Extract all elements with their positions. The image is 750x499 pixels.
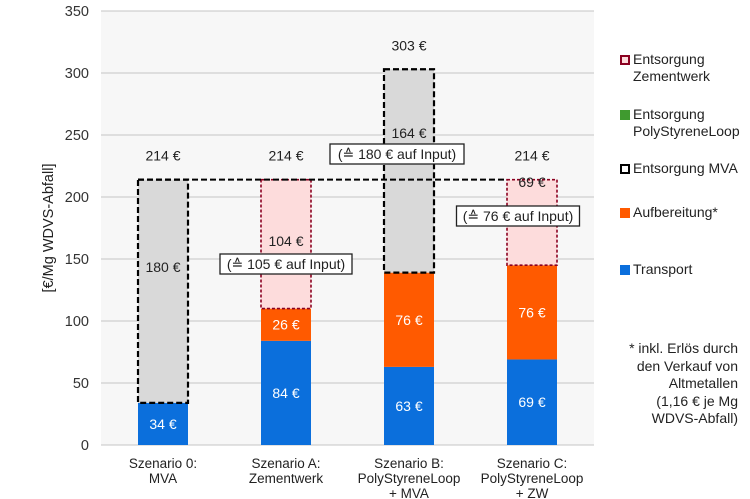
legend-label: Aufbereitung* [633, 204, 718, 220]
annotation-box [329, 143, 465, 165]
total-label: 214 € [268, 148, 303, 164]
bar-segment-aufbereitung [384, 272, 434, 367]
value-label: 69 € [518, 394, 545, 410]
x-tick-label: Szenario 0: [129, 456, 197, 471]
legend-item: Entsorgung PolyStyreneLoop [620, 106, 740, 140]
value-label: 34 € [149, 416, 176, 432]
bar-segment-transport [507, 359, 557, 445]
value-label: 164 € [391, 125, 426, 141]
bar-segment-entsorgung-mva [382, 68, 436, 274]
value-label: 26 € [272, 317, 299, 333]
y-tick-label: 150 [65, 252, 89, 268]
y-axis-label: [€/Mg WDVS-Abfall] [41, 164, 57, 293]
legend-label: Entsorgung PolyStyreneLoop [633, 106, 740, 139]
dashed-square-icon [620, 164, 630, 174]
x-tick-label: Szenario B: [374, 456, 444, 471]
legend-label: Entsorgung MVA [633, 160, 738, 176]
annotation-text: (≙ 180 € auf Input) [338, 146, 456, 162]
x-tick-label: PolyStyreneLoop [358, 471, 461, 486]
y-tick-label: 200 [65, 190, 89, 206]
footnote-line: Altmetallen [668, 375, 738, 391]
square-icon [620, 208, 630, 218]
footnote-line: * inkl. Erlös durch [629, 340, 738, 356]
y-axis-ticks: 0 50 100 150 200 250 300 350 [65, 4, 89, 454]
bar-segment-transport [384, 366, 434, 445]
bar-segment-aufbereitung [507, 265, 557, 360]
value-label: 84 € [272, 385, 299, 401]
x-axis-labels: Szenario 0:MVA Szenario A:Zementwerk Szena… [129, 456, 584, 499]
y-tick-label: 0 [81, 438, 89, 454]
square-icon [620, 265, 630, 275]
x-tick-label: + MVA [389, 486, 429, 499]
footnote-line: den Verkauf von [636, 357, 738, 374]
bar-segment-entsorgung-zementwerk [260, 178, 312, 310]
x-tick-label: + ZW [516, 486, 549, 499]
value-label: 63 € [395, 398, 422, 414]
total-label: 303 € [391, 37, 426, 53]
bar-segment-aufbereitung [261, 308, 311, 341]
y-tick-label: 50 [73, 376, 89, 392]
annotation-box [455, 205, 581, 227]
value-label: 180 € [145, 259, 180, 275]
bar-segment-transport [261, 340, 311, 445]
total-label: 214 € [514, 148, 549, 164]
y-tick-label: 100 [65, 314, 89, 330]
value-label: 76 € [395, 312, 422, 328]
legend-item: Transport [620, 261, 692, 278]
legend-label: Transport [633, 261, 693, 277]
legend-item: Aufbereitung* [620, 204, 718, 221]
annotation-text: (≙ 76 € auf Input) [463, 208, 574, 224]
bar-segment-entsorgung-mva [136, 178, 190, 404]
legend-item: Entsorgung Zementwerk [620, 51, 710, 85]
x-tick-label: MVA [149, 471, 177, 486]
bars [136, 68, 558, 445]
value-labels: 34 € 180 € 214 € 84 € 26 € 104 € 214 € 63 € 76 €… [145, 37, 581, 432]
footnote-line: WDVS-Abfall) [651, 410, 738, 426]
bar-segment-transport [138, 402, 188, 445]
y-tick-label: 350 [65, 4, 89, 20]
square-outline-icon [620, 55, 630, 65]
footnote-line: (1,16 € je Mg [656, 392, 738, 409]
x-tick-label: Szenario A: [251, 456, 320, 471]
value-label: 69 € [518, 174, 545, 190]
total-label: 214 € [145, 148, 180, 164]
legend-label: Entsorgung Zementwerk [633, 51, 711, 84]
value-label: 76 € [518, 304, 545, 320]
y-tick-label: 250 [65, 128, 89, 144]
annotation-box [219, 253, 353, 275]
value-label: 104 € [268, 233, 303, 249]
y-tick-label: 300 [65, 66, 89, 82]
legend-item: Entsorgung MVA [620, 160, 738, 177]
x-tick-label: Zementwerk [249, 471, 324, 486]
square-icon [620, 110, 630, 120]
x-tick-label: PolyStyreneLoop [481, 471, 584, 486]
x-tick-label: Szenario C: [497, 456, 568, 471]
annotation-text: (≙ 105 € auf Input) [227, 256, 345, 272]
footnote: * inkl. Erlös durch den Verkauf von Altmet… [598, 340, 738, 428]
